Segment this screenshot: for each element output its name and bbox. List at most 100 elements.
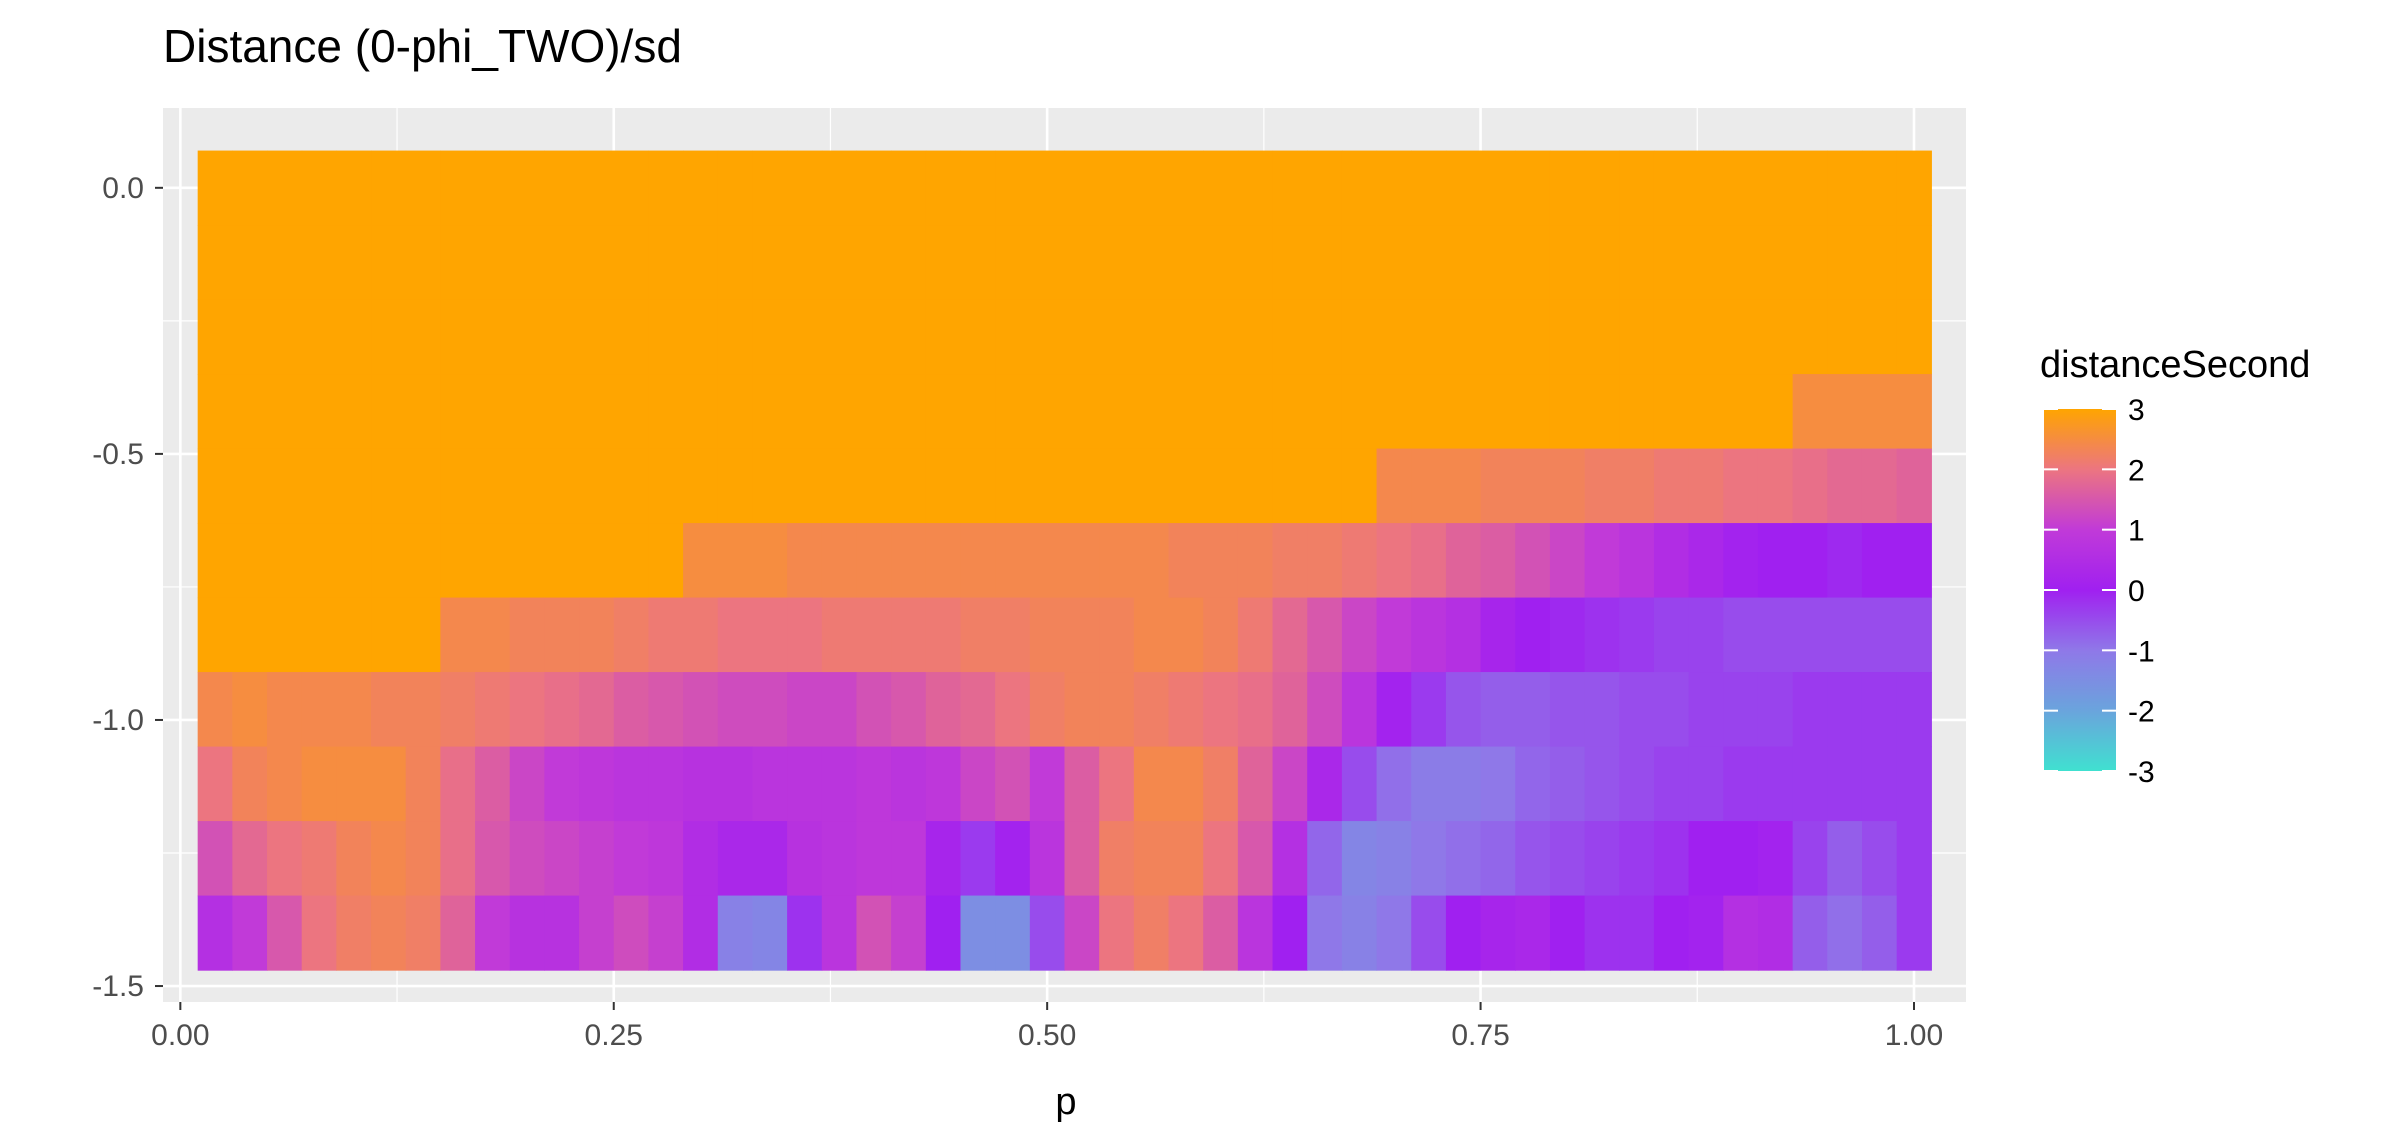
heatmap-cell xyxy=(1723,299,1759,375)
heatmap-cell xyxy=(1168,448,1204,524)
heatmap-cell xyxy=(1237,672,1274,748)
heatmap-cell xyxy=(1237,895,1274,971)
heatmap-cell xyxy=(544,895,580,971)
heatmap-cell xyxy=(509,448,546,524)
heatmap-cell xyxy=(995,672,1031,748)
heatmap-cell xyxy=(683,225,719,301)
heatmap-cell xyxy=(1341,225,1378,301)
heatmap-cell xyxy=(1376,895,1412,971)
heatmap-cell xyxy=(613,374,650,450)
y-tick-label: -1.5 xyxy=(92,970,144,1003)
heatmap-cell xyxy=(821,448,858,524)
heatmap-cell xyxy=(1237,821,1274,897)
heatmap-cell xyxy=(1376,597,1412,673)
heatmap-cell xyxy=(475,746,511,822)
heatmap-cell xyxy=(544,523,580,599)
heatmap-cell xyxy=(371,895,407,971)
heatmap-cell xyxy=(1827,523,1863,599)
heatmap-cell xyxy=(1307,821,1343,897)
heatmap-cell xyxy=(1203,821,1239,897)
heatmap-cell xyxy=(787,225,823,301)
heatmap-cell xyxy=(1688,821,1724,897)
heatmap-cell xyxy=(995,523,1031,599)
heatmap-cell xyxy=(440,597,476,673)
heatmap-cell xyxy=(1099,374,1135,450)
heatmap-cell xyxy=(1272,299,1308,375)
axes: 0.00 0.25 0.50 0.75 1.00 0.0 -0.5 -1.0 -1.5 xyxy=(92,172,1943,1052)
heatmap-cell xyxy=(509,523,546,599)
heatmap-cell xyxy=(1619,821,1655,897)
legend-label: -1 xyxy=(2128,635,2155,668)
heatmap-cell xyxy=(301,374,337,450)
heatmap-cell xyxy=(1376,374,1412,450)
heatmap-cell xyxy=(1861,895,1898,971)
heatmap-cell xyxy=(1376,746,1412,822)
heatmap-cell xyxy=(1584,821,1620,897)
heatmap-cell xyxy=(1099,448,1135,524)
heatmap-cell xyxy=(1445,746,1482,822)
heatmap-cell xyxy=(1688,225,1724,301)
heatmap-cell xyxy=(856,523,892,599)
heatmap-cell xyxy=(475,523,511,599)
heatmap-cell xyxy=(1064,746,1100,822)
heatmap-cell xyxy=(1653,523,1690,599)
heatmap-cell xyxy=(440,746,476,822)
heatmap-cell xyxy=(891,821,927,897)
heatmap-cell xyxy=(995,225,1031,301)
heatmap-cell xyxy=(995,150,1031,226)
heatmap-cell xyxy=(1757,523,1794,599)
heatmap-cell xyxy=(1515,523,1551,599)
heatmap-cell xyxy=(1341,448,1378,524)
heatmap-cell xyxy=(301,746,337,822)
heatmap-cell xyxy=(995,895,1031,971)
heatmap-cell xyxy=(648,150,684,226)
heatmap-cell xyxy=(1827,746,1863,822)
heatmap-cell xyxy=(752,821,788,897)
legend-label: 2 xyxy=(2128,454,2145,487)
heatmap-cell xyxy=(1203,523,1239,599)
heatmap-cell xyxy=(1307,448,1343,524)
heatmap-cell xyxy=(1445,150,1482,226)
heatmap-cell xyxy=(1653,150,1690,226)
heatmap-cell xyxy=(1723,821,1759,897)
heatmap-cell xyxy=(1272,448,1308,524)
heatmap-cell xyxy=(371,448,407,524)
heatmap-cell xyxy=(1445,895,1482,971)
heatmap-cell xyxy=(440,374,476,450)
heatmap-cell xyxy=(1029,225,1066,301)
heatmap-cell xyxy=(1307,597,1343,673)
heatmap-cell xyxy=(1653,597,1690,673)
heatmap-cell xyxy=(1480,821,1516,897)
heatmap-cell xyxy=(1133,672,1170,748)
heatmap-cell xyxy=(683,672,719,748)
heatmap-cell xyxy=(1237,448,1274,524)
heatmap-cell xyxy=(787,448,823,524)
heatmap-cell xyxy=(1064,597,1100,673)
heatmap-cell xyxy=(891,895,927,971)
x-tick-label: 0.00 xyxy=(151,1019,209,1052)
heatmap-cell xyxy=(336,374,372,450)
heatmap-cell xyxy=(856,374,892,450)
heatmap-cell xyxy=(1480,746,1516,822)
heatmap-cell xyxy=(1792,597,1828,673)
heatmap-cell xyxy=(1203,597,1239,673)
heatmap-cell xyxy=(1445,597,1482,673)
heatmap-cell xyxy=(1792,374,1828,450)
heatmap-cell xyxy=(1688,150,1724,226)
heatmap-cell xyxy=(440,672,476,748)
heatmap-cell xyxy=(1515,448,1551,524)
heatmap-cell xyxy=(787,523,823,599)
heatmap-cell xyxy=(197,299,233,375)
heatmap-cell xyxy=(787,299,823,375)
heatmap-cell xyxy=(1653,374,1690,450)
heatmap-cell xyxy=(1896,374,1932,450)
heatmap-cell xyxy=(1896,299,1932,375)
heatmap-cell xyxy=(648,672,684,748)
y-tick-label: 0.0 xyxy=(102,172,144,205)
heatmap-cell xyxy=(1861,374,1898,450)
heatmap-cell xyxy=(1723,672,1759,748)
heatmap-cell xyxy=(1099,150,1135,226)
heatmap-cell xyxy=(336,746,372,822)
heatmap-cell xyxy=(821,821,858,897)
heatmap-cell xyxy=(1341,374,1378,450)
